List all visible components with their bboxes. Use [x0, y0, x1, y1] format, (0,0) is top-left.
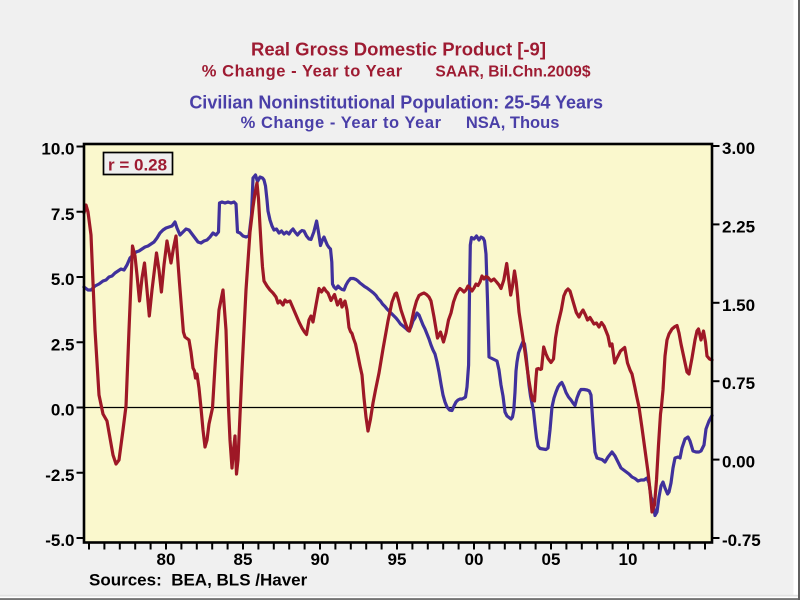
- svg-text:90: 90: [311, 550, 330, 569]
- svg-text:-0.75: -0.75: [722, 531, 761, 550]
- svg-text:1.50: 1.50: [722, 296, 755, 315]
- svg-text:00: 00: [465, 550, 484, 569]
- svg-text:Real Gross Domestic Product [-: Real Gross Domestic Product [-9]: [251, 39, 546, 60]
- svg-text:SAAR, Bil.Chn.2009$: SAAR, Bil.Chn.2009$: [435, 64, 590, 81]
- svg-text:% Change - Year to Year: % Change - Year to Year: [202, 63, 403, 81]
- svg-text:80: 80: [157, 550, 176, 569]
- svg-text:r = 0.28: r = 0.28: [108, 156, 167, 175]
- svg-text:2.5: 2.5: [51, 335, 75, 354]
- svg-text:95: 95: [388, 550, 407, 569]
- svg-text:% Change - Year to Year: % Change - Year to Year: [241, 114, 442, 132]
- svg-text:-2.5: -2.5: [45, 466, 74, 485]
- svg-text:-5.0: -5.0: [45, 531, 74, 550]
- svg-text:2.25: 2.25: [722, 217, 755, 236]
- svg-text:3.00: 3.00: [722, 139, 755, 158]
- svg-text:5.0: 5.0: [51, 270, 75, 289]
- svg-text:7.5: 7.5: [51, 205, 75, 224]
- svg-text:05: 05: [542, 550, 561, 569]
- svg-text:10: 10: [619, 550, 638, 569]
- svg-text:10.0: 10.0: [41, 140, 74, 159]
- svg-text:0.75: 0.75: [722, 374, 755, 393]
- svg-text:85: 85: [234, 550, 253, 569]
- svg-text:0.0: 0.0: [51, 401, 75, 420]
- svg-text:0.00: 0.00: [722, 453, 755, 472]
- svg-text:Civilian Noninstitutional Popu: Civilian Noninstitutional Population: 25…: [189, 92, 603, 112]
- svg-text:Sources: BEA, BLS /Haver: Sources: BEA, BLS /Haver: [89, 570, 308, 589]
- svg-text:NSA, Thous: NSA, Thous: [466, 114, 560, 132]
